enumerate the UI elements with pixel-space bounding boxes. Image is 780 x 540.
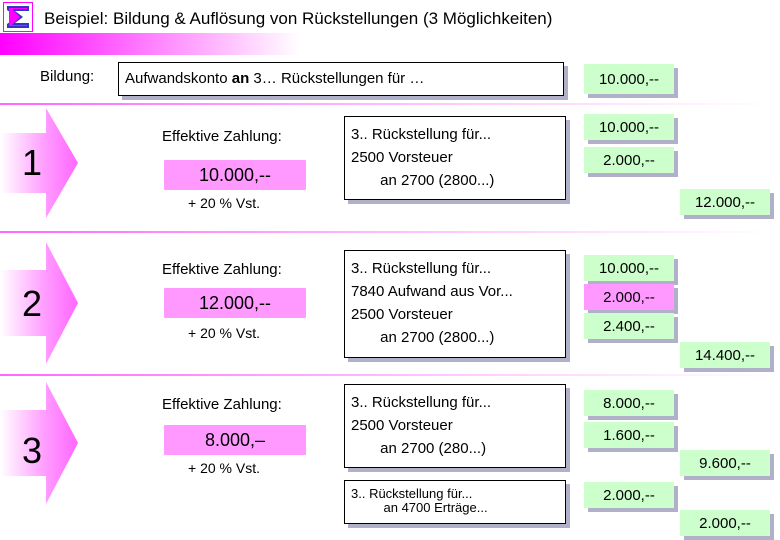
case-2-eff-label: Effektive Zahlung:	[162, 261, 282, 278]
case-2-number: 2	[21, 283, 43, 324]
entry-line: 3.. Rückstellung für...	[351, 486, 473, 501]
case-3-number: 3	[21, 430, 43, 471]
bildung-entry-text: Aufwandskonto an 3… Rückstellungen für …	[125, 70, 425, 87]
case-1-number: 1	[21, 142, 43, 183]
entry-line: an 2700 (280...)	[351, 440, 487, 457]
entry-line: 7840 Aufwand aus Vor...	[351, 283, 513, 300]
case-1-eff-label: Effektive Zahlung:	[162, 128, 282, 145]
bildung-value: 10.000,--	[584, 64, 674, 94]
entry-line: 2500 Vorsteuer	[351, 149, 453, 166]
entry-line: an 4700 Erträge...	[351, 500, 488, 515]
case-1-value-2: 2.000,--	[584, 147, 674, 173]
divider	[0, 231, 780, 233]
case-1-chevron	[0, 108, 78, 218]
case-3-total: 9.600,--	[680, 450, 770, 476]
entry-line: 3.. Rückstellung für...	[351, 260, 492, 277]
divider	[0, 103, 780, 105]
page-title: Beispiel: Bildung & Auflösung von Rückst…	[44, 9, 553, 28]
case-2-amount: 12.000,--	[164, 288, 306, 318]
case-3-value-2: 1.600,--	[584, 422, 674, 448]
entry-line: 3.. Rückstellung für...	[351, 394, 492, 411]
bildung-label: Bildung:	[40, 68, 95, 85]
case-3-vst: + 20 % Vst.	[188, 460, 260, 476]
case-1-amount: 10.000,--	[164, 160, 306, 190]
case-2-vst: + 20 % Vst.	[188, 325, 260, 341]
case-3-value-4: 2.000,--	[584, 482, 674, 508]
logo-icon	[2, 1, 34, 33]
case-3-total-2: 2.000,--	[680, 510, 770, 536]
case-3-value-1: 8.000,--	[584, 390, 674, 416]
bildung-entry-box: Aufwandskonto an 3… Rückstellungen für …	[118, 62, 564, 96]
case-1-entry-box: 3.. Rückstellung für... 2500 Vorsteuer an…	[344, 116, 566, 200]
divider	[0, 374, 780, 376]
case-2-value-3: 2.400,--	[584, 313, 674, 339]
case-2-value-2: 2.000,--	[584, 284, 674, 310]
entry-line: 2500 Vorsteuer	[351, 306, 453, 323]
entry-line: 2500 Vorsteuer	[351, 417, 453, 434]
case-3-entry-box: 3.. Rückstellung für... 2500 Vorsteuer an…	[344, 384, 566, 468]
header-gradient-bar	[0, 33, 300, 55]
entry-line: 3.. Rückstellung für...	[351, 126, 492, 143]
case-1-total: 12.000,--	[680, 189, 770, 215]
case-1-vst: + 20 % Vst.	[188, 195, 260, 211]
case-1-value-1: 10.000,--	[584, 114, 674, 140]
case-3-eff-label: Effektive Zahlung:	[162, 396, 282, 413]
case-2-value-1: 10.000,--	[584, 255, 674, 281]
entry-line: an 2700 (2800...)	[351, 172, 495, 189]
case-3-entry-box-2: 3.. Rückstellung für... an 4700 Erträge.…	[344, 480, 566, 524]
case-2-chevron	[0, 242, 78, 364]
case-2-entry-box: 3.. Rückstellung für... 7840 Aufwand aus …	[344, 250, 566, 358]
case-2-total: 14.400,--	[680, 342, 770, 368]
case-3-chevron	[0, 382, 78, 504]
entry-line: an 2700 (2800...)	[351, 329, 495, 346]
case-3-amount: 8.000,–	[164, 425, 306, 455]
